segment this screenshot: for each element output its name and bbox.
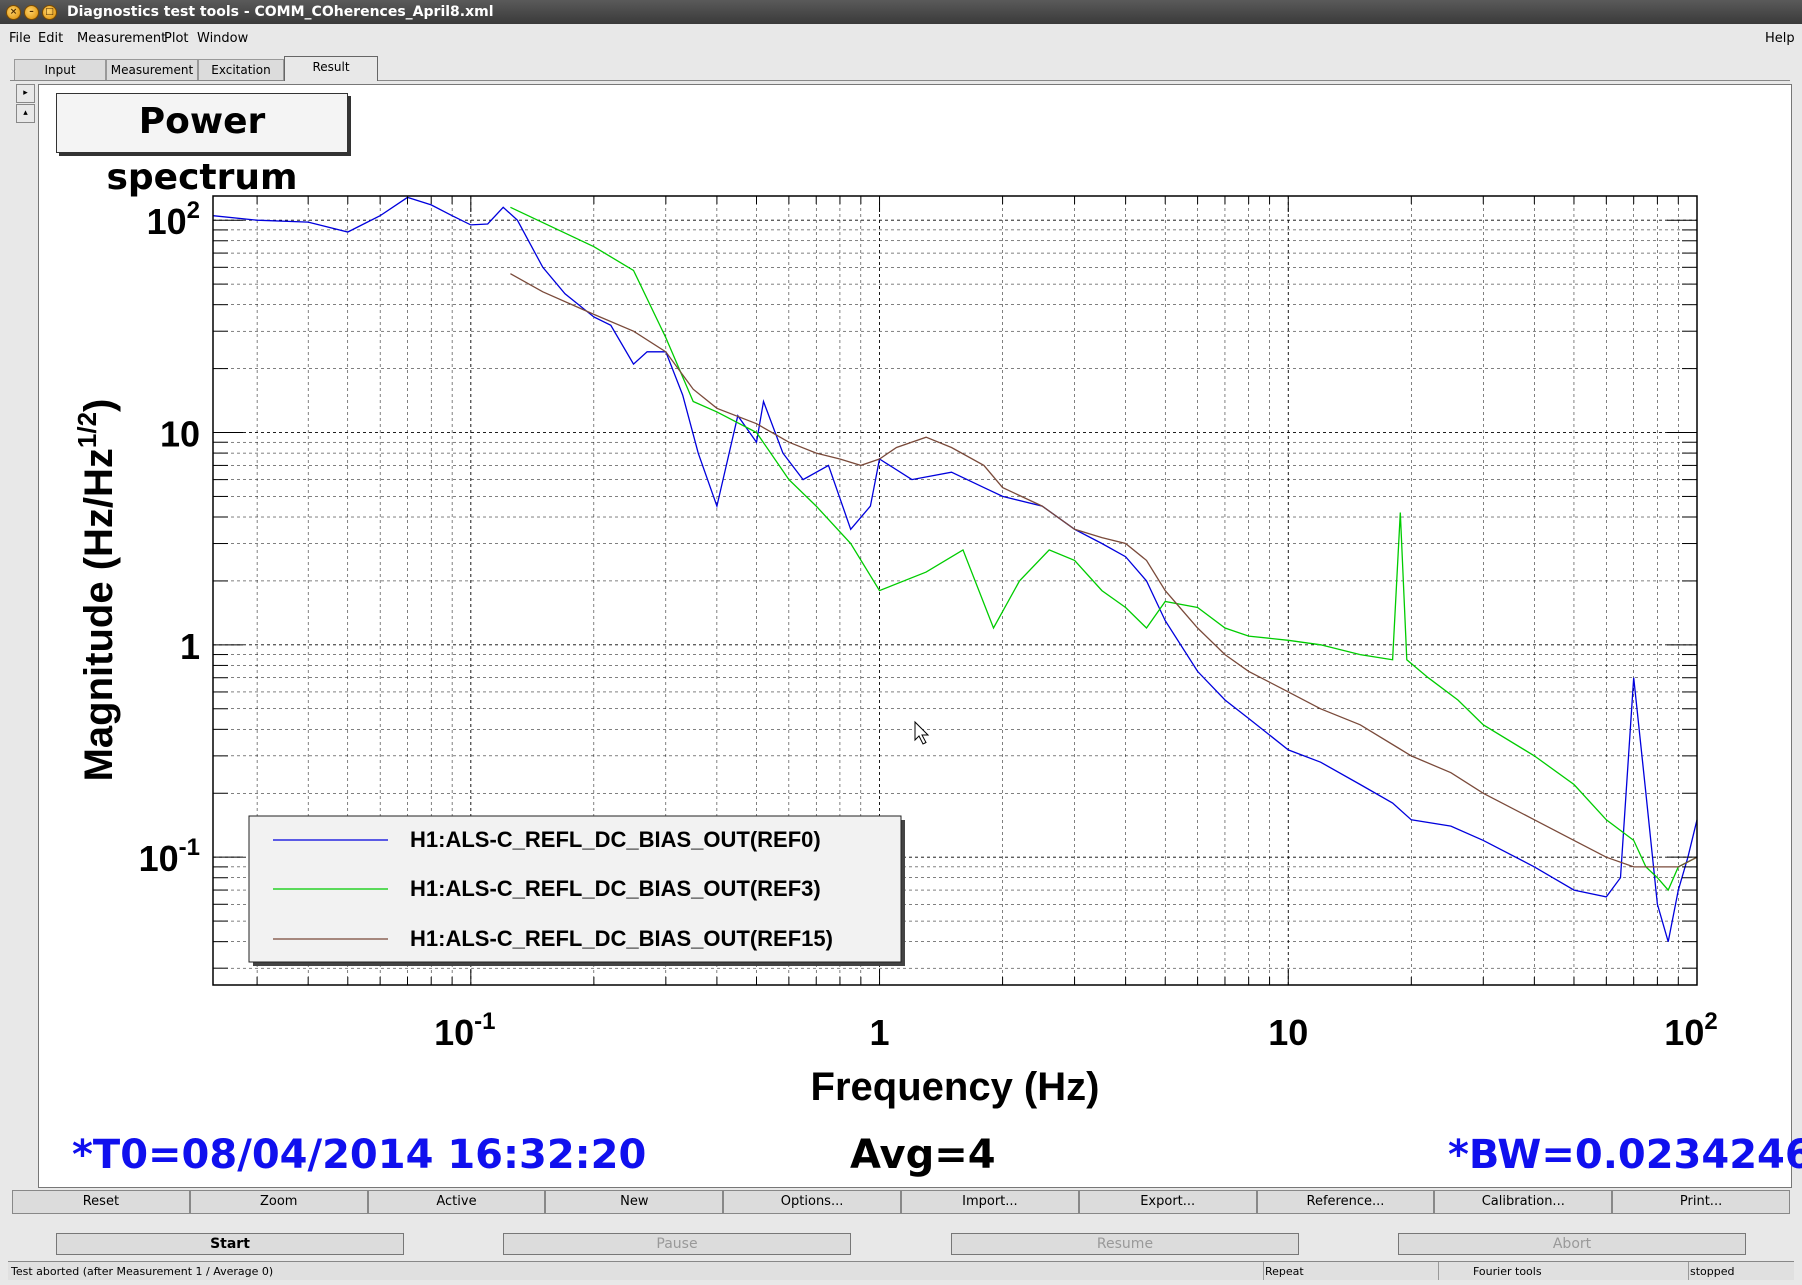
y-tick-label: 1: [180, 626, 200, 667]
tab-excitation[interactable]: Excitation: [198, 59, 284, 80]
menu-measurement[interactable]: Measurement: [77, 31, 167, 46]
y-axis-label-end: ): [77, 399, 121, 412]
menu-edit[interactable]: Edit: [38, 31, 64, 46]
menu-help[interactable]: Help: [1765, 31, 1795, 46]
menu-plot[interactable]: Plot: [164, 31, 189, 46]
plot-frame: [212, 195, 1698, 986]
options-button[interactable]: Options...: [723, 1190, 901, 1214]
minimize-icon[interactable]: –: [24, 5, 39, 20]
bw-label: *BW=0.0234246: [1448, 1132, 1802, 1178]
window-title: Diagnostics test tools - COMM_COherences…: [67, 4, 494, 20]
x-tick-label: 102: [1664, 1008, 1717, 1053]
expand-arrow-icon[interactable]: ▸: [16, 84, 35, 103]
series-ref0-line: [212, 196, 1698, 942]
legend-label-ref15: H1:ALS-C_REFL_DC_BIAS_OUT(REF15): [410, 926, 833, 951]
avg-label: Avg=4: [850, 1132, 996, 1178]
collapse-arrow-icon[interactable]: ▴: [16, 104, 35, 123]
status-state: stopped: [1690, 1265, 1735, 1278]
legend[interactable]: H1:ALS-C_REFL_DC_BIAS_OUT(REF0) H1:ALS-C…: [248, 815, 905, 966]
start-button[interactable]: Start: [56, 1233, 404, 1255]
calibration-button[interactable]: Calibration...: [1434, 1190, 1613, 1214]
title-bar: × – □ Diagnostics test tools - COMM_COhe…: [0, 0, 1802, 24]
pause-button[interactable]: Pause: [503, 1233, 851, 1255]
tab-measurement[interactable]: Measurement: [106, 59, 198, 80]
reset-button[interactable]: Reset: [12, 1190, 190, 1214]
status-bar: Test aborted (after Measurement 1 / Aver…: [8, 1261, 1794, 1280]
zoom-button[interactable]: Zoom: [189, 1190, 368, 1214]
x-tick-label: 10: [1268, 1012, 1308, 1053]
x-tick-label: 10-1: [434, 1008, 495, 1053]
t0-label: *T0=08/04/2014 16:32:20: [72, 1132, 647, 1178]
status-tools: Fourier tools: [1473, 1265, 1542, 1278]
x-tick-label: 1: [870, 1012, 890, 1053]
x-axis-label: Frequency (Hz): [811, 1065, 1100, 1109]
y-tick-label: 10-1: [139, 834, 200, 879]
new-button[interactable]: New: [545, 1190, 724, 1214]
tab-bar: Input Measurement Excitation Result: [10, 56, 1790, 81]
series-lines: [212, 196, 1698, 942]
print-button[interactable]: Print...: [1612, 1190, 1790, 1214]
y-axis-label-main: Magnitude (Hz/Hz: [77, 448, 121, 781]
status-message: Test aborted (after Measurement 1 / Aver…: [11, 1265, 274, 1278]
mouse-cursor-icon: [914, 720, 930, 745]
x-tick-labels: 10-1 1 10 102: [434, 1008, 1718, 1053]
legend-label-ref3: H1:ALS-C_REFL_DC_BIAS_OUT(REF3): [410, 876, 821, 901]
status-repeat: Repeat: [1265, 1265, 1304, 1278]
active-button[interactable]: Active: [367, 1190, 546, 1214]
plot-title: Power spectrum: [56, 93, 348, 198]
y-axis-label-sup: 1/2: [72, 412, 102, 448]
import-button[interactable]: Import...: [900, 1190, 1079, 1214]
plot-toolbar: Reset Zoom Active New Options... Import.…: [12, 1190, 1790, 1214]
abort-button[interactable]: Abort: [1398, 1233, 1746, 1255]
window-controls: × – □: [6, 5, 57, 20]
y-tick-label: 10: [160, 414, 200, 455]
tab-input[interactable]: Input: [14, 59, 106, 80]
tab-result[interactable]: Result: [284, 56, 378, 81]
maximize-icon[interactable]: □: [42, 5, 57, 20]
series-ref15-line: [510, 273, 1698, 868]
menu-bar: File Edit Measurement Plot Window Help: [0, 24, 1802, 52]
reference-button[interactable]: Reference...: [1256, 1190, 1435, 1214]
menu-file[interactable]: File: [9, 31, 31, 46]
y-axis-label: Magnitude (Hz/Hz1/2): [72, 399, 121, 782]
export-button[interactable]: Export...: [1078, 1190, 1257, 1214]
y-tick-labels: 102 10 1 10-1: [139, 197, 200, 879]
menu-window[interactable]: Window: [197, 31, 249, 46]
axis-ticks: [213, 196, 1698, 985]
resume-button[interactable]: Resume: [951, 1233, 1299, 1255]
y-tick-label: 102: [147, 197, 200, 242]
close-icon[interactable]: ×: [6, 5, 21, 20]
legend-label-ref0: H1:ALS-C_REFL_DC_BIAS_OUT(REF0): [410, 827, 821, 852]
series-ref3-line: [510, 206, 1698, 892]
